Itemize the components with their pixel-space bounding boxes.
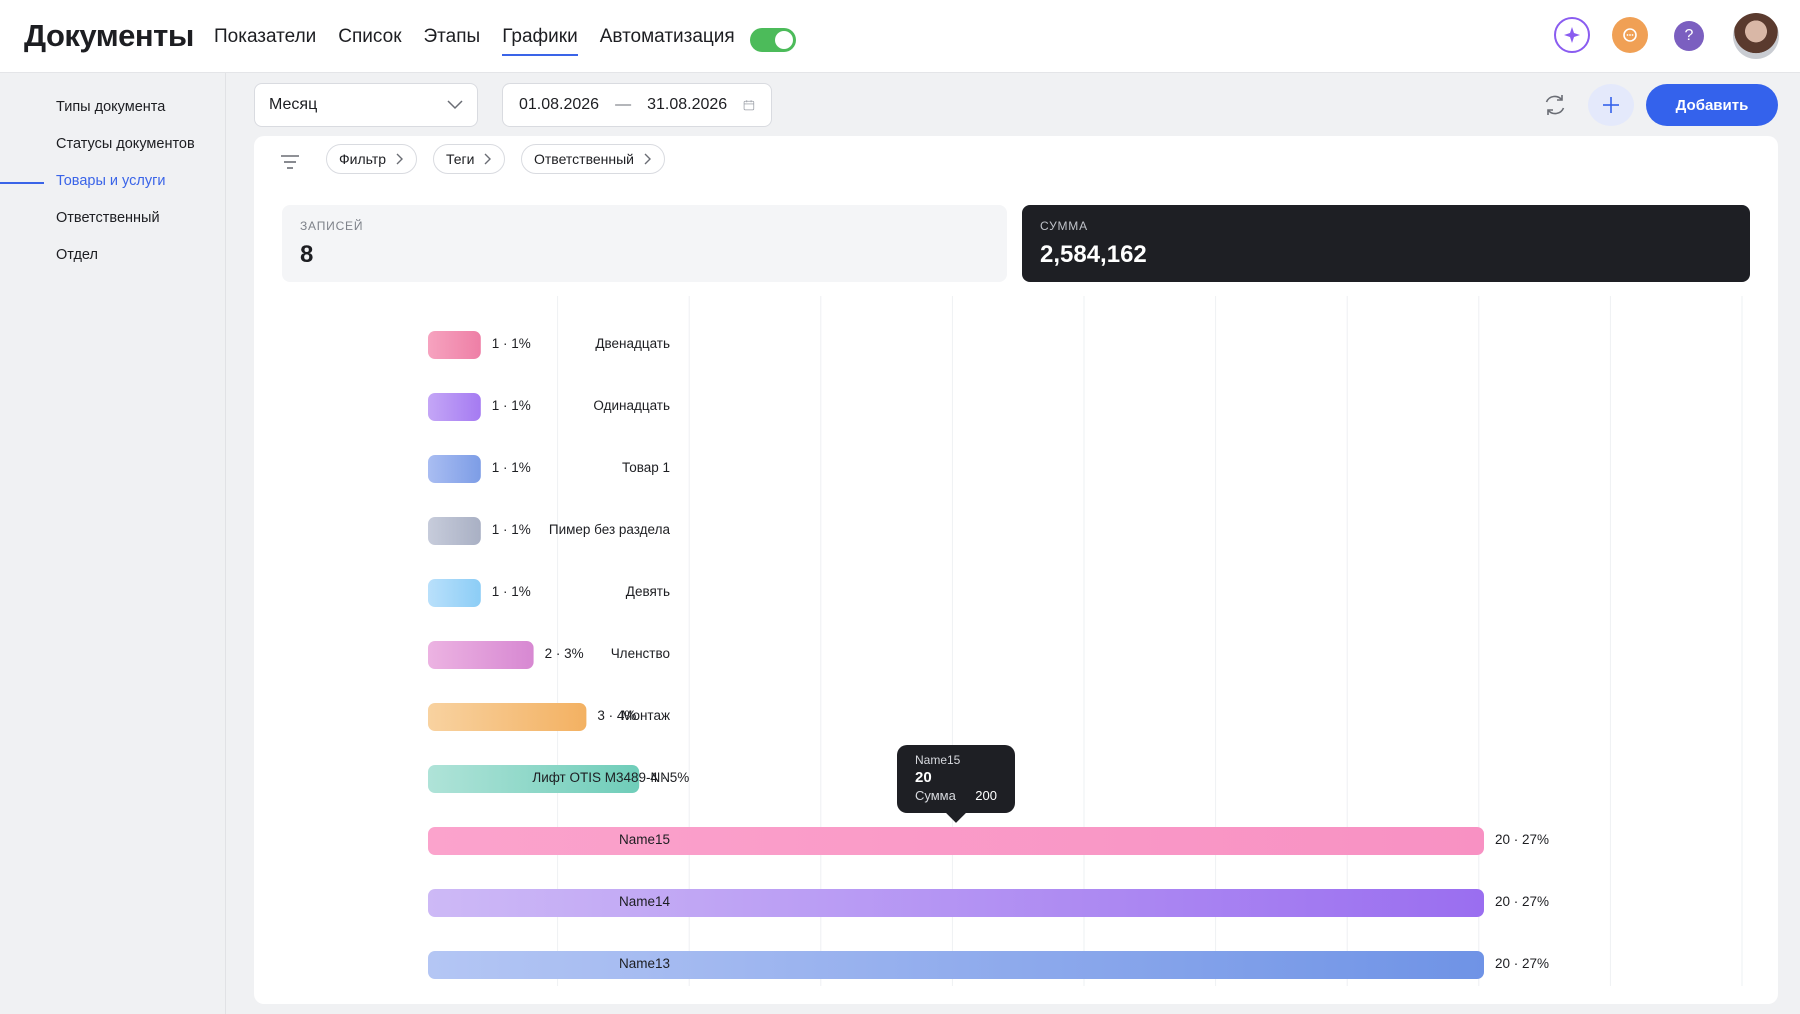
plus-icon	[1603, 97, 1619, 113]
tags-chip-label: Теги	[446, 151, 475, 167]
toggle-knob	[775, 31, 793, 49]
period-select[interactable]: Месяц	[254, 83, 478, 127]
value-label: 3 · 4%	[597, 708, 637, 723]
chart-bar[interactable]	[428, 951, 1484, 979]
chart-bar[interactable]	[428, 579, 481, 607]
filter-chip-label: Фильтр	[339, 151, 387, 167]
sidebar-active-indicator	[0, 182, 44, 184]
user-avatar[interactable]	[1733, 13, 1779, 59]
help-button[interactable]: ?	[1674, 21, 1704, 51]
nav-tab-indicators[interactable]: Показатели	[214, 26, 317, 47]
value-label: 1 · 1%	[491, 584, 531, 599]
date-range-picker[interactable]: 01.08.2026 — 31.08.2026	[502, 83, 772, 127]
category-label: Монтаж	[621, 708, 670, 723]
records-label: Записей	[300, 219, 364, 233]
category-label: Пимер без раздела	[548, 522, 670, 537]
tooltip-name: Name15	[915, 753, 961, 767]
responsible-chip-label: Ответственный	[534, 151, 634, 167]
chevron-right-icon	[644, 153, 651, 165]
category-label: Лифт OTIS M3489-NN	[532, 770, 670, 785]
chevron-down-icon	[447, 100, 463, 110]
top-header: Документы Показатели Список Этапы График…	[0, 0, 1800, 73]
tooltip-sum-value: 200	[975, 788, 997, 803]
chart-bar[interactable]	[428, 827, 1484, 855]
chart-tooltip: Name15 20 Сумма 200	[897, 745, 1015, 813]
responsible-chip[interactable]: Ответственный	[521, 144, 665, 174]
chart-bar[interactable]	[428, 393, 481, 421]
value-label: 1 · 1%	[491, 336, 531, 351]
sidebar-item-goods-services[interactable]: Товары и услуги	[56, 173, 166, 189]
chart-bar[interactable]	[428, 765, 640, 793]
sidebar-item-responsible[interactable]: Ответственный	[56, 210, 160, 226]
chevron-right-icon	[396, 153, 404, 165]
refresh-button[interactable]	[1534, 84, 1576, 126]
category-label: Name15	[618, 832, 670, 847]
filter-chip[interactable]: Фильтр	[326, 144, 418, 174]
date-to: 31.08.2026	[647, 96, 728, 113]
sidebar-item-doc-types[interactable]: Типы документа	[56, 99, 166, 115]
main-nav: Показатели Список Этапы Графики Автомати…	[214, 26, 757, 56]
chart-panel: Фильтр Теги Ответственный Записей 8 Сумм…	[254, 136, 1778, 1004]
value-label: 20 · 27%	[1495, 894, 1550, 909]
chat-button[interactable]	[1612, 17, 1648, 53]
date-from: 01.08.2026	[519, 96, 600, 113]
app-title: Документы	[24, 18, 194, 53]
sidebar-item-doc-statuses[interactable]: Статусы документов	[56, 136, 195, 152]
sum-card: Сумма 2,584,162	[1022, 205, 1750, 282]
nav-tab-charts[interactable]: Графики	[502, 26, 578, 56]
bar-chart: Двенадцать 1 · 1% Одинадцать 1 · 1% Товар 1 1…	[254, 296, 1778, 996]
category-label: Девять	[625, 584, 670, 599]
chart-bar[interactable]	[428, 517, 481, 545]
quick-add-button[interactable]	[1588, 84, 1634, 126]
bar-chart-canvas	[428, 296, 1743, 986]
tooltip-sum-row: Сумма 200	[915, 788, 997, 803]
refresh-icon	[1545, 95, 1565, 115]
ai-sparkle-icon	[1564, 27, 1580, 43]
tooltip-sum-label: Сумма	[915, 788, 956, 803]
value-label: 20 · 27%	[1495, 832, 1550, 847]
help-icon: ?	[1684, 27, 1694, 44]
value-label: 20 · 27%	[1495, 956, 1550, 971]
nav-tab-list[interactable]: Список	[338, 26, 402, 47]
nav-tab-automation[interactable]: Автоматизация	[599, 26, 735, 47]
tags-chip[interactable]: Теги	[433, 144, 506, 174]
chart-bar[interactable]	[428, 889, 1484, 917]
sidebar-item-department[interactable]: Отдел	[56, 247, 98, 263]
category-label: Name14	[618, 894, 670, 909]
date-separator: —	[615, 96, 632, 113]
value-label: 1 · 1%	[491, 460, 531, 475]
value-label: 1 · 1%	[491, 398, 531, 413]
calendar-icon	[743, 100, 755, 111]
chat-icon	[1623, 28, 1637, 42]
nav-tab-stages[interactable]: Этапы	[423, 26, 481, 47]
chevron-right-icon	[484, 153, 492, 165]
value-label: 2 · 3%	[544, 646, 584, 661]
chart-bar[interactable]	[428, 331, 481, 359]
sum-label: Сумма	[1040, 219, 1088, 233]
category-label: Одинадцать	[593, 398, 670, 413]
tooltip-value: 20	[915, 769, 932, 786]
automation-toggle[interactable]	[750, 28, 796, 52]
value-label: 1 · 1%	[491, 522, 531, 537]
sum-value: 2,584,162	[1040, 241, 1147, 268]
records-card: Записей 8	[282, 205, 1007, 282]
value-label: 4 · 5%	[650, 770, 690, 785]
category-label: Name13	[618, 956, 670, 971]
ai-assistant-button[interactable]	[1554, 17, 1590, 53]
chart-bar[interactable]	[428, 455, 481, 483]
category-label: Двенадцать	[595, 336, 670, 351]
chart-bar[interactable]	[428, 703, 587, 731]
records-value: 8	[300, 241, 314, 268]
filter-icon[interactable]	[280, 152, 300, 172]
category-label: Товар 1	[622, 460, 670, 475]
category-label: Членство	[610, 646, 670, 661]
period-select-value: Месяц	[269, 96, 318, 113]
sidebar: Типы документа Статусы документов Товары…	[0, 73, 226, 1014]
chart-bar[interactable]	[428, 641, 534, 669]
add-button[interactable]: Добавить	[1646, 84, 1778, 126]
